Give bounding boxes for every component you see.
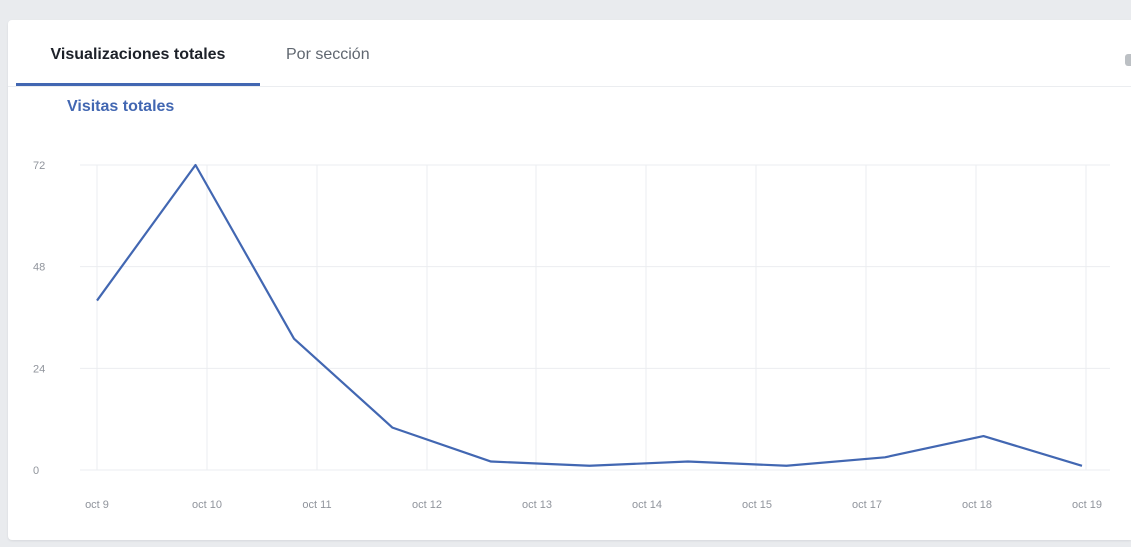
data-point[interactable] [290, 335, 298, 343]
data-point[interactable] [881, 453, 889, 461]
data-point[interactable] [389, 424, 397, 432]
chart-card: Visualizaciones totales Por sección [8, 20, 1131, 540]
x-tick-label: oct 19 [1072, 499, 1102, 511]
y-tick-label: 24 [33, 363, 45, 375]
x-tick-label: oct 18 [962, 499, 992, 511]
x-tick-label: oct 9 [85, 499, 109, 511]
tab-bar: Visualizaciones totales Por sección [8, 20, 1131, 87]
data-point[interactable] [192, 161, 200, 169]
y-tick-label: 72 [33, 160, 45, 172]
x-tick-label: oct 17 [852, 499, 882, 511]
x-tick-label: oct 12 [412, 499, 442, 511]
tab-visualizaciones-totales[interactable]: Visualizaciones totales [16, 20, 260, 86]
data-point[interactable] [93, 297, 101, 305]
x-tick-label: oct 14 [632, 499, 662, 511]
data-point[interactable] [1078, 462, 1086, 470]
data-point[interactable] [487, 458, 495, 466]
tab-por-seccion[interactable]: Por sección [286, 46, 370, 63]
y-tick-label: 48 [33, 262, 45, 274]
chart-title: Visitas totales [67, 98, 175, 115]
x-tick-label: oct 11 [302, 499, 331, 511]
scroll-edge-indicator [1125, 54, 1131, 66]
data-point[interactable] [586, 462, 594, 470]
data-point[interactable] [980, 432, 988, 440]
x-tick-label: oct 15 [742, 499, 772, 511]
x-tick-label: oct 13 [522, 499, 552, 511]
x-tick-label: oct 10 [192, 499, 222, 511]
data-point[interactable] [684, 458, 692, 466]
y-tick-label: 0 [33, 465, 39, 477]
page-top-strip [0, 0, 1131, 20]
data-point[interactable] [783, 462, 791, 470]
series-line [96, 163, 1083, 467]
